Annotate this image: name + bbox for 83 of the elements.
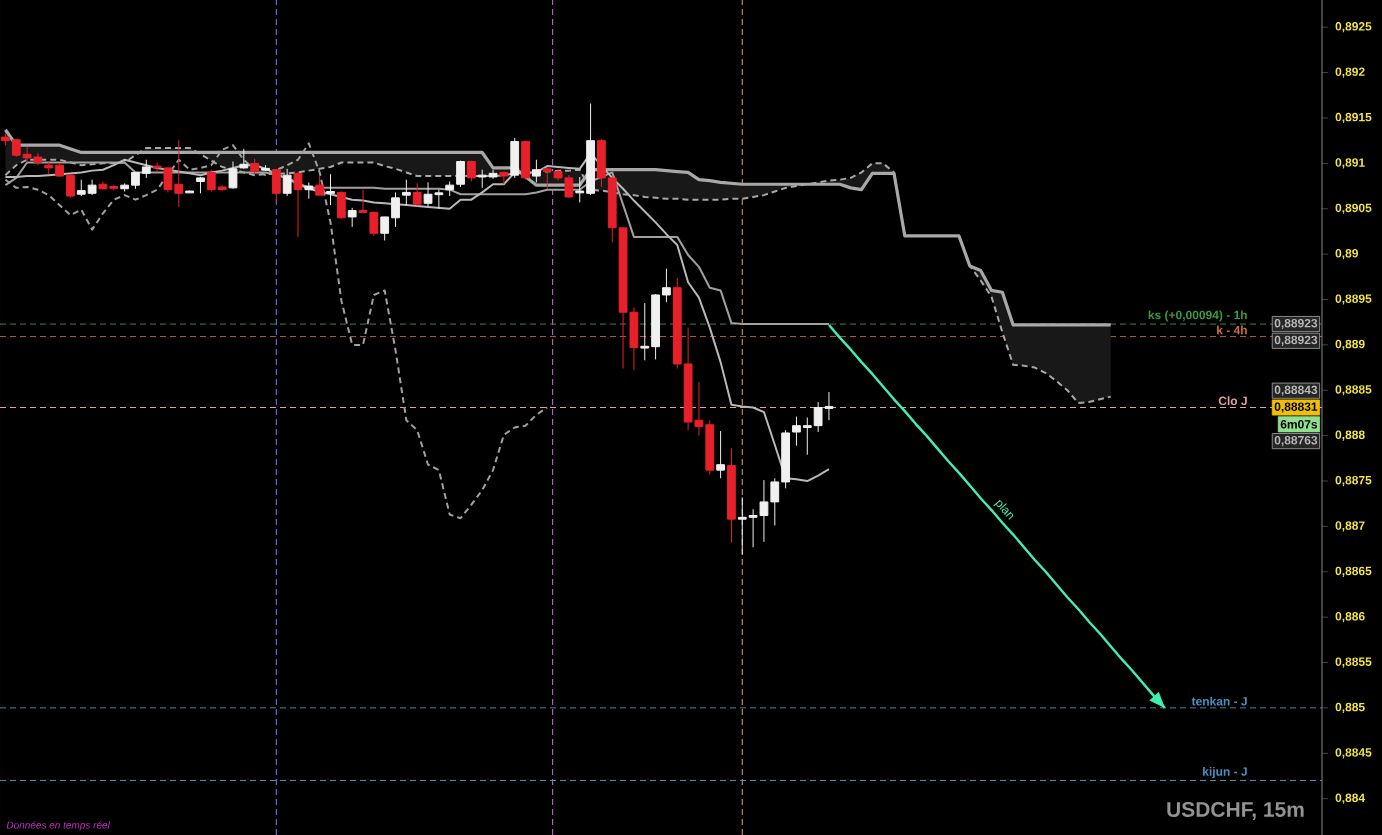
candlestick: [510, 137, 520, 179]
text: plan: [993, 499, 1014, 520]
candlestick: [120, 182, 130, 192]
candlestick: [380, 216, 390, 242]
y-tick-label: 0,884: [1335, 793, 1366, 804]
candlestick: [44, 161, 54, 175]
candlestick: [261, 164, 270, 172]
candlestick: [792, 416, 801, 447]
y-tick-label: 0,889: [1335, 339, 1365, 350]
ref-line-label: k - 4h: [1217, 325, 1247, 335]
candlestick: [401, 179, 411, 206]
y-tick-label: 0,887: [1335, 521, 1365, 532]
y-tick-label: 0,8915: [1335, 112, 1372, 124]
candlestick: [315, 175, 325, 196]
candlestick: [304, 181, 314, 200]
candlestick: [716, 430, 726, 479]
annotation: 0,88843: [1274, 385, 1318, 396]
candlestick: [727, 447, 736, 544]
candlestick: [542, 167, 552, 190]
candlestick: [521, 140, 530, 181]
candlestick: [466, 160, 476, 183]
y-tick-label: 0,891: [1335, 158, 1365, 169]
candlestick: [456, 160, 465, 188]
y-tick-label: 0,8895: [1335, 294, 1372, 305]
candlestick: [131, 171, 140, 190]
candlestick: [217, 184, 227, 192]
candlestick: [412, 182, 422, 207]
candlestick: [76, 179, 86, 197]
ref-line-label: tenkan - J: [1191, 696, 1247, 706]
candlestick: [586, 102, 595, 196]
candlestick: [737, 496, 747, 556]
candlestick: [336, 191, 346, 220]
candlestick: [662, 268, 671, 303]
y-tick-label: 0,8905: [1335, 203, 1372, 214]
y-tick-label: 0,8925: [1335, 22, 1372, 33]
candlestick: [293, 171, 303, 238]
candlestick: [66, 174, 75, 199]
y-tick-label: 0,886: [1335, 612, 1365, 623]
candlestick: [1, 132, 10, 146]
candlestick: [575, 176, 585, 203]
candlestick: [607, 177, 617, 243]
annotation: 0,88923: [1274, 335, 1318, 346]
y-tick-label: 0,8865: [1335, 566, 1372, 577]
candlestick: [651, 293, 660, 360]
annotation: 0,88763: [1274, 435, 1318, 447]
candlestick: [206, 169, 216, 192]
ref-line-label: kijun - J: [1203, 766, 1247, 779]
candlestick: [802, 416, 812, 456]
candlestick: [445, 181, 455, 197]
candlestick: [531, 159, 541, 183]
candlestick: [781, 429, 791, 489]
y-tick-label: 0,8855: [1335, 657, 1372, 668]
y-tick-label: 0,8885: [1335, 385, 1372, 396]
candlestick: [185, 190, 195, 194]
y-tick-label: 0,885: [1335, 702, 1365, 714]
candlestick: [282, 168, 292, 197]
candlestick: [55, 162, 65, 178]
candlestick: [597, 138, 606, 188]
candlestick: [11, 138, 21, 158]
y-tick-label: 0,8875: [1335, 475, 1372, 487]
candlestick: [705, 419, 715, 476]
annotation: 0,88831: [1274, 402, 1318, 413]
candlestick: [196, 176, 205, 194]
candlestick: [141, 159, 151, 179]
y-tick-label: 0,892: [1335, 67, 1365, 78]
annotation: Données en temps réel: [6, 821, 111, 831]
candlestick: [87, 179, 97, 196]
y-tick-label: 0,888: [1335, 430, 1365, 441]
annotation: 6m07s: [1280, 420, 1318, 429]
candlestick: [640, 302, 650, 361]
text: USDCHF, 15m: [1167, 802, 1304, 820]
candlestick: [326, 173, 335, 206]
candlestick: [391, 191, 400, 228]
candlestick: [672, 277, 682, 369]
ref-line-label: ks (+0,00094) - 1h: [1148, 310, 1247, 322]
y-tick-label: 0,89: [1335, 249, 1358, 260]
candlestick: [250, 158, 260, 174]
annotation: 0,88923: [1274, 318, 1318, 330]
candlestick: [499, 171, 509, 185]
y-tick-label: 0,8845: [1335, 748, 1372, 759]
candlestick: [271, 168, 281, 203]
candlestick: [347, 207, 357, 228]
ref-line-label: Clo J: [1218, 396, 1247, 406]
